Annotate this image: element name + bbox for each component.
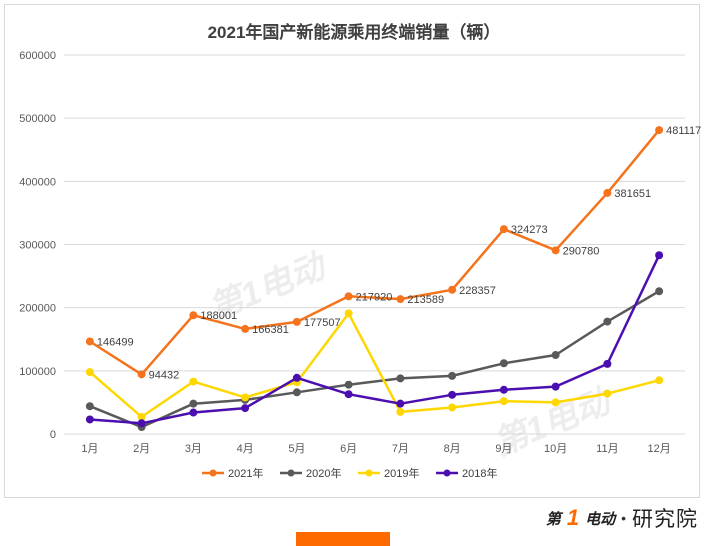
logo-brand-2: 电动 [585,510,616,528]
logo-one: 1 [566,505,580,530]
x-tick-label: 8月 [444,443,461,455]
data-point [189,399,198,408]
x-tick-label: 4月 [237,443,254,455]
data-point [241,393,250,402]
data-point [396,295,405,304]
data-point [603,359,612,368]
series-line [89,129,661,376]
data-point [344,292,353,301]
data-label: 177507 [304,317,341,329]
data-point [448,403,457,412]
x-tick-label: 3月 [185,443,202,455]
data-point [344,390,353,399]
data-label: 228357 [459,285,496,297]
series-line [89,290,660,429]
data-label: 324273 [511,224,548,236]
data-label: 481117 [666,125,701,137]
data-point [396,407,405,416]
legend-marker [443,469,451,477]
y-tick-label: 200000 [19,303,56,315]
data-label: 94432 [149,369,180,381]
data-point [189,377,198,386]
legend-marker [209,469,217,477]
y-tick-label: 600000 [19,50,56,62]
data-point [85,402,94,411]
data-point [137,419,146,428]
data-point [448,285,457,294]
data-point [603,389,612,398]
data-point [551,246,560,255]
data-point [189,408,198,417]
x-tick-label: 1月 [81,443,98,455]
legend-label: 2020年 [306,466,341,480]
y-tick-label: 100000 [19,366,56,378]
series-line [89,312,660,419]
x-tick-label: 6月 [340,443,357,455]
data-point [499,359,508,368]
data-point [292,388,301,397]
x-tick-label: 11月 [596,443,618,455]
data-point [85,337,94,346]
logo-text: 研究院 [632,508,698,531]
x-tick-label: 12月 [648,443,671,455]
data-point [655,126,664,135]
x-tick-label: 7月 [392,443,409,455]
data-point [241,324,250,333]
data-label: 290780 [563,245,600,257]
data-point [85,415,94,424]
y-tick-label: 400000 [19,176,56,188]
y-tick-label: 500000 [19,113,56,125]
data-label: 217920 [356,291,393,303]
data-point [85,368,94,377]
footer-logo: 第 1 电动 • 研究院 [546,505,698,531]
data-point [499,225,508,234]
data-point [448,371,457,380]
data-point [137,370,146,379]
logo-brand: 第 [545,510,561,528]
data-label: 188001 [200,310,237,322]
data-point [396,399,405,408]
data-point [292,373,301,382]
data-point [655,376,664,385]
x-tick-label: 5月 [288,443,305,455]
data-point [603,317,612,326]
chart-title: 2021年国产新能源乘用终端销量（辆） [207,23,501,42]
data-label: 381651 [614,188,651,200]
legend-marker [365,469,373,477]
legend-label: 2021年 [228,466,263,480]
legend-marker [287,469,295,477]
line-chart: 0 100000 200000 300000 400000 500000 600000 1月 2… [19,50,701,480]
y-tick-label: 0 [50,429,56,441]
series-line [89,254,661,425]
logo-dot: • [621,510,626,526]
data-label: 166381 [252,324,289,336]
y-tick-label: 300000 [19,240,56,252]
data-point [499,385,508,394]
data-point [396,374,405,383]
chart-frame [4,4,700,498]
data-point [241,404,250,413]
data-point [603,188,612,197]
legend-label: 2018年 [462,466,497,480]
data-label: 146499 [97,336,134,348]
data-point [344,380,353,389]
data-point [551,398,560,407]
data-point [448,390,457,399]
footer-accent-bar [296,532,390,546]
data-point [655,287,664,296]
x-tick-label: 2月 [133,443,150,455]
x-tick-label: 9月 [495,443,512,455]
x-tick-label: 10月 [544,443,567,455]
legend-label: 2019年 [384,466,419,480]
data-point [655,251,664,260]
data-point [551,382,560,391]
data-label: 213589 [407,294,444,306]
data-point [551,351,560,360]
data-point [292,317,301,326]
data-point [189,311,198,320]
data-point [499,397,508,406]
data-point [344,309,353,318]
